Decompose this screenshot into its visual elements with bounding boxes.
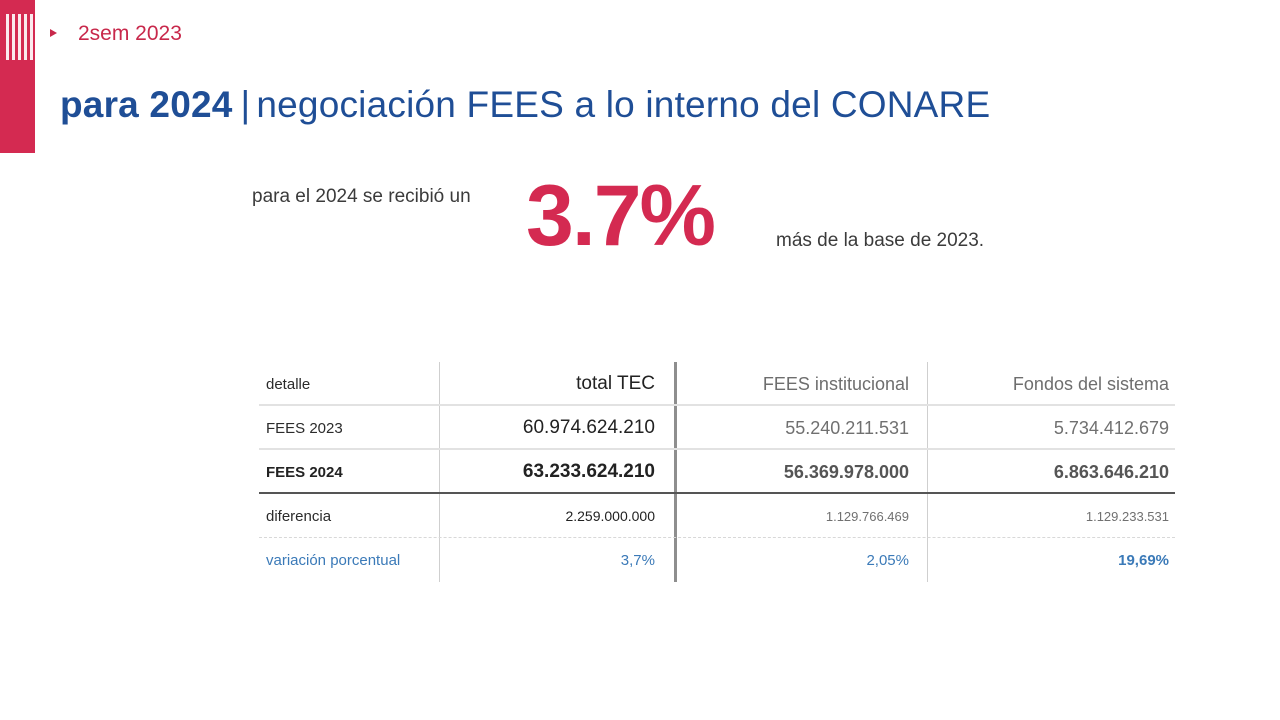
- table-cell: FEES 2024: [266, 463, 343, 481]
- table-cell: 2,05%: [674, 538, 927, 582]
- highlight-value: 3.7%: [526, 168, 716, 264]
- table-row: FEES 2024 63.233.624.210 56.369.978.000 …: [259, 450, 1175, 494]
- table-cell: 56.369.978.000: [674, 450, 927, 494]
- title-rest: negociación FEES a lo interno del CONARE: [256, 84, 991, 125]
- row-divider: [259, 492, 1175, 494]
- accent-stripe: [12, 14, 15, 60]
- row-divider: [259, 404, 1175, 406]
- table-cell: diferencia: [266, 507, 332, 525]
- fees-table: detalle total TEC FEES institucional Fon…: [259, 362, 1175, 582]
- accent-stripe: [30, 14, 33, 60]
- accent-stripe: [6, 14, 9, 60]
- table-cell: FEES 2023: [266, 419, 343, 437]
- title-separator: |: [240, 84, 251, 125]
- table-cell: 3,7%: [439, 538, 674, 582]
- header-cell: FEES institucional: [674, 362, 927, 406]
- table-cell: 63.233.624.210: [439, 450, 674, 494]
- table-cell: 2.259.000.000: [439, 494, 674, 538]
- table-cell: 5.734.412.679: [927, 406, 1175, 450]
- triangle-right-icon: [50, 29, 57, 37]
- row-divider: [259, 537, 1175, 538]
- header-cell: Fondos del sistema: [927, 362, 1175, 406]
- header-cell: total TEC: [439, 362, 674, 406]
- accent-stripe: [24, 14, 27, 60]
- section-label: 2sem 2023: [78, 22, 182, 45]
- header-cell: detalle: [266, 375, 311, 393]
- accent-stripe: [18, 14, 21, 60]
- page-title: para 2024 | negociación FEES a lo interno …: [60, 84, 990, 126]
- table-cell: 1.129.766.469: [674, 494, 927, 538]
- table-cell: 6.863.646.210: [927, 450, 1175, 494]
- table-cell: 1.129.233.531: [927, 494, 1175, 538]
- table-cell: 60.974.624.210: [439, 406, 674, 450]
- table-header-row: detalle total TEC FEES institucional Fon…: [259, 362, 1175, 406]
- row-divider: [259, 448, 1175, 450]
- table-cell: 55.240.211.531: [674, 406, 927, 450]
- highlight-lead-text: para el 2024 se recibió un: [252, 186, 471, 207]
- title-bold: para 2024: [60, 84, 233, 125]
- accent-bar: [0, 0, 35, 153]
- table-row: FEES 2023 60.974.624.210 55.240.211.531 …: [259, 406, 1175, 450]
- table-cell: 19,69%: [927, 538, 1175, 582]
- highlight-trail-text: más de la base de 2023.: [776, 230, 985, 251]
- table-cell: variación porcentual: [266, 551, 401, 569]
- table-row: diferencia 2.259.000.000 1.129.766.469 1…: [259, 494, 1175, 538]
- table-row: variación porcentual 3,7% 2,05% 19,69%: [259, 538, 1175, 582]
